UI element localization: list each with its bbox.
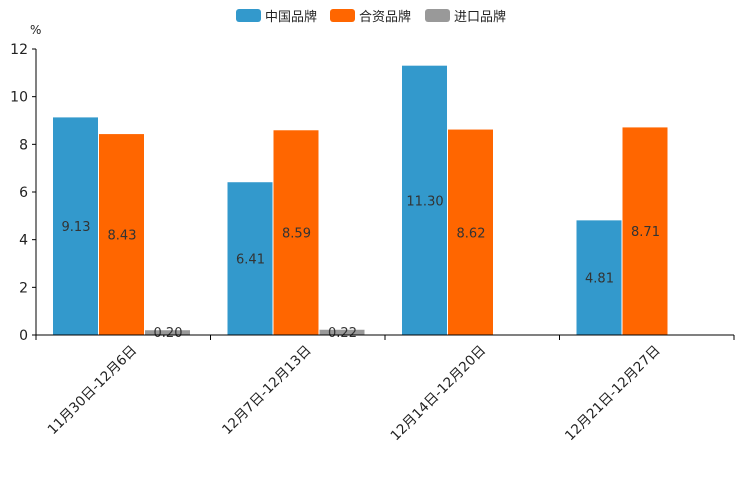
bar <box>273 130 319 335</box>
data-label: 8.59 <box>282 227 311 242</box>
x-tick-label: 11月30日-12月6日 <box>45 343 140 438</box>
legend-item: 中国品牌 <box>236 9 317 25</box>
bar <box>319 329 365 335</box>
y-tick-label: 0 <box>19 328 28 344</box>
legend-label: 中国品牌 <box>265 9 317 25</box>
bar <box>227 182 273 335</box>
bar <box>622 127 668 335</box>
data-label: 4.81 <box>585 272 614 287</box>
y-axis: 0 2 4 6 8 10 12 <box>10 42 37 344</box>
data-label: 0.20 <box>154 326 183 341</box>
data-label: 9.13 <box>62 220 91 235</box>
y-tick-label: 6 <box>19 185 28 201</box>
legend-item: 进口品牌 <box>425 9 506 25</box>
x-tick-label: 12月7日-12月13日 <box>219 343 314 438</box>
bar <box>53 117 98 335</box>
data-label: 11.30 <box>406 194 443 209</box>
bar <box>402 65 447 335</box>
data-label: 8.43 <box>108 229 137 244</box>
legend-label: 进口品牌 <box>454 9 506 25</box>
legend-swatch <box>330 9 355 22</box>
y-tick-label: 12 <box>10 42 28 58</box>
legend-swatch <box>425 9 450 22</box>
bar <box>145 330 190 335</box>
x-tick-label: 12月21日-12月27日 <box>562 343 664 445</box>
y-tick-label: 10 <box>10 90 28 106</box>
legend-label: 合资品牌 <box>359 9 411 25</box>
bar <box>576 220 622 335</box>
bar <box>99 134 144 335</box>
data-label: 8.62 <box>457 226 486 241</box>
legend-swatch <box>236 9 261 22</box>
x-axis: 11月30日-12月6日 12月7日-12月13日 12月14日-12月20日 12月… <box>35 334 735 445</box>
data-label: 8.71 <box>631 225 660 240</box>
x-tick-label: 12月14日-12月20日 <box>388 343 490 445</box>
bars <box>53 65 668 335</box>
legend-item: 合资品牌 <box>330 9 411 25</box>
y-axis-unit-label: % <box>30 23 41 37</box>
legend: 中国品牌 合资品牌 进口品牌 <box>236 9 506 25</box>
data-label: 6.41 <box>236 253 265 268</box>
y-tick-label: 2 <box>19 280 28 296</box>
bar <box>448 129 493 335</box>
data-labels: 9.13 8.43 0.20 6.41 8.59 0.22 11.30 8.62 4.81 8.7… <box>62 194 660 341</box>
y-tick-label: 8 <box>19 137 28 153</box>
data-label: 0.22 <box>328 326 357 341</box>
y-tick-label: 4 <box>19 233 28 249</box>
